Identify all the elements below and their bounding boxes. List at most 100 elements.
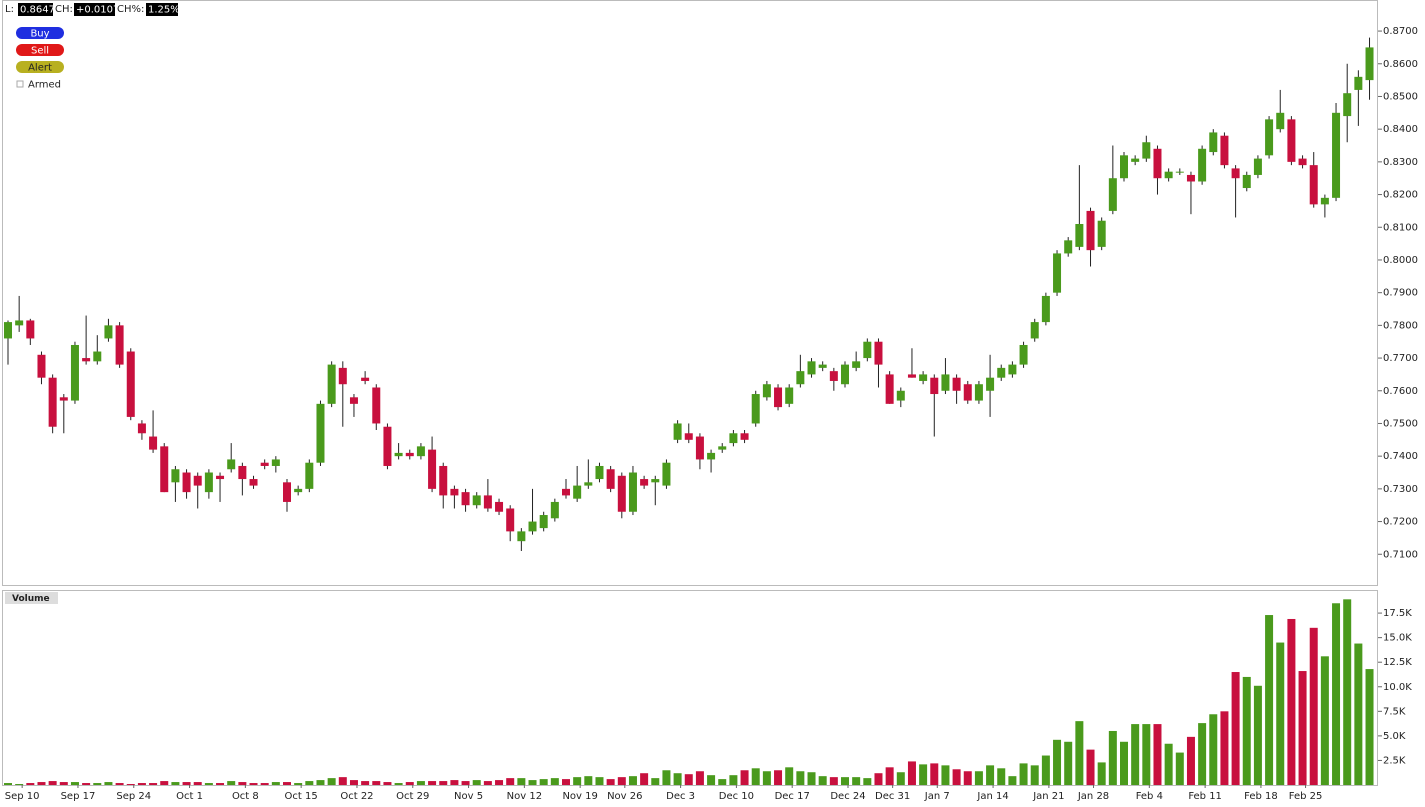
candle-body [70,344,79,401]
candle-body [774,387,783,408]
buy-button-label[interactable]: Buy [30,29,49,40]
candle-body [606,469,615,489]
candle-body [841,364,849,385]
armed-label: Armed [28,80,61,91]
candle-body [707,452,716,460]
volume-bar [271,782,280,785]
volume-bar [126,784,135,785]
volume-bar [204,783,213,785]
volume-bar [171,782,180,785]
volume-bar [651,778,660,785]
candle-body [182,472,191,493]
volume-bar [1142,724,1151,785]
volume-bar [416,781,425,785]
x-tick-label: Nov 5 [454,791,483,802]
candle-body [1041,295,1050,323]
candle-body [628,472,637,512]
sell-button[interactable]: Sell [16,44,64,57]
buy-button[interactable]: Buy [16,27,64,40]
candle-body [584,482,593,486]
candle-body [137,423,146,434]
buy-button-bg[interactable] [16,27,64,39]
volume-bar [974,771,983,785]
candle-body [249,479,258,486]
x-tick-label: Jan 21 [1032,791,1064,802]
volume-bar [506,778,515,785]
volume-bar [684,774,693,785]
x-tick-label: Dec 10 [719,791,754,802]
candle-body [405,452,414,457]
volume-bar [405,782,414,785]
candle-body [974,384,983,401]
volume-bar [104,782,113,785]
candle-body [662,462,671,486]
volume-bar [673,773,682,785]
volume-bar [327,778,336,785]
candle-body [15,320,24,326]
armed-checkbox[interactable] [16,80,24,88]
y2-tick-label: 5.0K [1383,731,1406,742]
candle-body [1131,158,1140,162]
x-tick-label: Dec 31 [875,791,910,802]
candle-body [1086,210,1095,251]
candle-body [1120,155,1128,179]
volume-bar [495,780,504,785]
candle-body [1097,220,1106,247]
volume-bar [82,783,91,785]
volume-bar [841,777,849,785]
volume-label-box [5,592,58,604]
volume-bar [1209,714,1218,785]
sell-button-label[interactable]: Sell [31,46,49,57]
alert-button-label[interactable]: Alert [28,63,52,74]
last-label: L: [5,4,14,15]
volume-bar [160,781,169,785]
volume-bar [617,777,626,785]
candle-body [517,531,526,542]
volume-bar [1064,741,1073,785]
x-tick-label: Oct 1 [176,791,203,802]
change-pct-box [146,3,178,16]
candle-body [260,462,269,466]
candle-body [1354,76,1363,90]
candle-body [919,374,928,381]
volume-bar [695,771,704,785]
volume-bar [4,783,12,785]
volume-bar [137,783,146,785]
y2-tick-label: 15.0K [1383,633,1412,644]
y-tick-label: 0.7800 [1383,320,1418,331]
volume-bar [718,779,727,785]
volume-bar [283,782,291,785]
candle-body [941,374,950,391]
volume-bar [182,782,191,785]
volume-bar [785,767,794,785]
candle-body [986,377,995,391]
volume-bar [1108,730,1117,785]
x-tick-label: Oct 22 [340,791,373,802]
volume-bar [952,769,961,785]
volume-bar [1175,752,1184,785]
volume-bar [1320,656,1329,785]
y-tick-label: 0.7300 [1383,484,1418,495]
x-tick-label: Nov 12 [507,791,542,802]
candle-body [59,397,68,401]
sell-button-bg[interactable] [16,44,64,56]
volume-bar [394,783,403,785]
candle-body [952,377,961,391]
candle-body [1186,174,1195,182]
volume-bar [361,781,370,785]
candle-body [1276,112,1285,130]
candle-body [93,351,102,362]
x-tick-label: Feb 11 [1188,791,1222,802]
volume-bar [729,775,738,785]
candle-body [796,371,805,385]
volume-bar [1309,627,1318,785]
candle-body [305,462,314,489]
candle-body [216,475,225,480]
candle-body [227,459,236,470]
candle-body [1320,197,1329,205]
candle-body [160,446,169,493]
candle-body [1153,148,1162,179]
alert-button[interactable]: Alert [16,61,64,74]
candle-body [562,488,570,496]
alert-button-bg[interactable] [16,61,64,73]
